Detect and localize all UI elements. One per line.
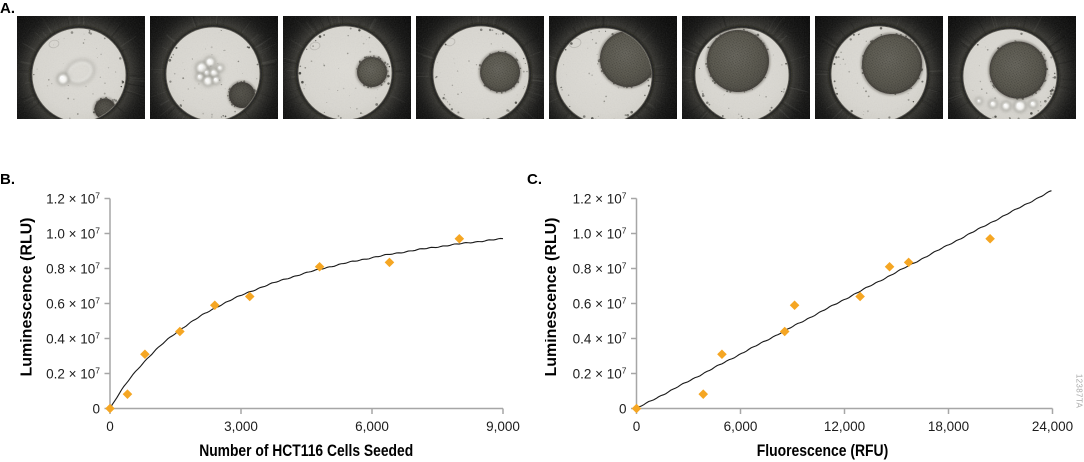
x-tick-label: 6,000 bbox=[724, 419, 758, 434]
data-point bbox=[985, 233, 995, 244]
x-tick-label: 18,000 bbox=[928, 419, 969, 434]
y-tick-label: 1.2 × 107 bbox=[573, 191, 627, 207]
well-image-5 bbox=[549, 16, 677, 119]
x-tick-label: 0 bbox=[633, 419, 641, 434]
x-axis-title: Fluorescence (RFU) bbox=[757, 442, 889, 460]
panel-b-chart: 0 3,000 6,000 9,000 0 0.2 × 107 0.4 × 107 0.6 ×… bbox=[20, 191, 520, 460]
film-grain bbox=[948, 16, 1076, 119]
y-axis-title: Luminescence (RLU) bbox=[20, 218, 36, 377]
y-tick-exponent: 7 bbox=[622, 366, 627, 376]
film-grain bbox=[283, 16, 411, 119]
well-image-6 bbox=[682, 16, 810, 119]
x-tick-label: 9,000 bbox=[486, 419, 520, 434]
x-tick-label: 12,000 bbox=[824, 419, 865, 434]
film-grain bbox=[815, 16, 943, 119]
y-tick-exponent: 7 bbox=[95, 296, 100, 306]
x-axis-title: Number of HCT116 Cells Seeded bbox=[199, 442, 413, 460]
data-point bbox=[175, 326, 185, 337]
y-tick-exponent: 7 bbox=[95, 226, 100, 236]
y-tick-label: 0.2 × 107 bbox=[573, 366, 627, 382]
y-tick-label: 1.0 × 107 bbox=[573, 226, 627, 242]
y-tick-label: 0.6 × 107 bbox=[573, 296, 627, 312]
panel-a-label: A. bbox=[0, 0, 15, 17]
y-tick-label: 0.6 × 107 bbox=[46, 296, 100, 312]
panel-b-label: B. bbox=[0, 171, 15, 188]
film-grain bbox=[416, 16, 544, 119]
well-image-7 bbox=[815, 16, 943, 119]
data-point bbox=[244, 291, 255, 302]
y-tick-exponent: 7 bbox=[95, 331, 100, 341]
y-tick-exponent: 7 bbox=[622, 331, 627, 341]
data-point bbox=[717, 349, 727, 360]
y-tick-label: 0 bbox=[92, 401, 100, 416]
data-point bbox=[384, 257, 395, 268]
panel-c-chart: 0 6,000 12,000 18,000 24,000 0 0.2 × 107 0.4 × … bbox=[545, 190, 1073, 460]
data-point bbox=[631, 403, 642, 414]
figure-code: 12387TA bbox=[1074, 373, 1084, 409]
data-point bbox=[122, 389, 133, 399]
fit-line bbox=[636, 190, 1052, 409]
y-tick-label: 0.8 × 107 bbox=[573, 261, 627, 277]
y-tick-exponent: 7 bbox=[95, 191, 100, 201]
film-grain bbox=[150, 16, 278, 119]
y-tick-label: 0.4 × 107 bbox=[573, 331, 627, 347]
x-tick-label: 6,000 bbox=[355, 419, 389, 434]
x-tick-label: 0 bbox=[106, 419, 114, 434]
well-image-8 bbox=[948, 16, 1076, 119]
panel-c-label: C. bbox=[527, 171, 542, 188]
y-axis-title: Luminescence (RLU) bbox=[545, 218, 560, 377]
y-tick-exponent: 7 bbox=[622, 261, 627, 271]
data-point bbox=[454, 233, 465, 244]
y-tick-label: 0 bbox=[619, 401, 627, 416]
well-image-1 bbox=[17, 16, 145, 119]
data-point bbox=[105, 403, 115, 414]
well-image-2 bbox=[150, 16, 278, 119]
y-tick-label: 0.2 × 107 bbox=[46, 366, 100, 382]
y-tick-label: 1.2 × 107 bbox=[46, 191, 100, 207]
x-tick-label: 24,000 bbox=[1032, 419, 1073, 434]
y-tick-exponent: 7 bbox=[622, 226, 627, 236]
y-tick-exponent: 7 bbox=[95, 366, 100, 376]
well-image-3 bbox=[283, 16, 411, 119]
chart-b-group: 0 3,000 6,000 9,000 0 0.2 × 107 0.4 × 107 0.6 ×… bbox=[20, 191, 520, 460]
y-tick-label: 1.0 × 107 bbox=[46, 226, 100, 242]
data-point bbox=[855, 291, 865, 302]
film-grain bbox=[17, 16, 145, 119]
data-point bbox=[903, 257, 914, 268]
film-grain bbox=[549, 16, 677, 119]
y-tick-exponent: 7 bbox=[622, 191, 627, 201]
well-image-4 bbox=[416, 16, 544, 119]
data-point bbox=[698, 389, 709, 399]
y-tick-exponent: 7 bbox=[95, 261, 100, 271]
panel-a-well-images bbox=[17, 16, 1076, 119]
data-point bbox=[779, 326, 790, 337]
chart-c-group: 0 6,000 12,000 18,000 24,000 0 0.2 × 107 0.4 × … bbox=[545, 190, 1073, 460]
data-point bbox=[210, 300, 220, 311]
data-point bbox=[884, 261, 895, 272]
data-point bbox=[140, 349, 150, 360]
y-tick-label: 0.4 × 107 bbox=[46, 331, 100, 347]
fit-line bbox=[109, 237, 504, 409]
film-grain bbox=[682, 16, 810, 119]
x-tick-label: 3,000 bbox=[224, 419, 258, 434]
y-tick-exponent: 7 bbox=[622, 296, 627, 306]
data-point bbox=[789, 300, 800, 311]
y-tick-label: 0.8 × 107 bbox=[46, 261, 100, 277]
data-point bbox=[314, 261, 325, 272]
